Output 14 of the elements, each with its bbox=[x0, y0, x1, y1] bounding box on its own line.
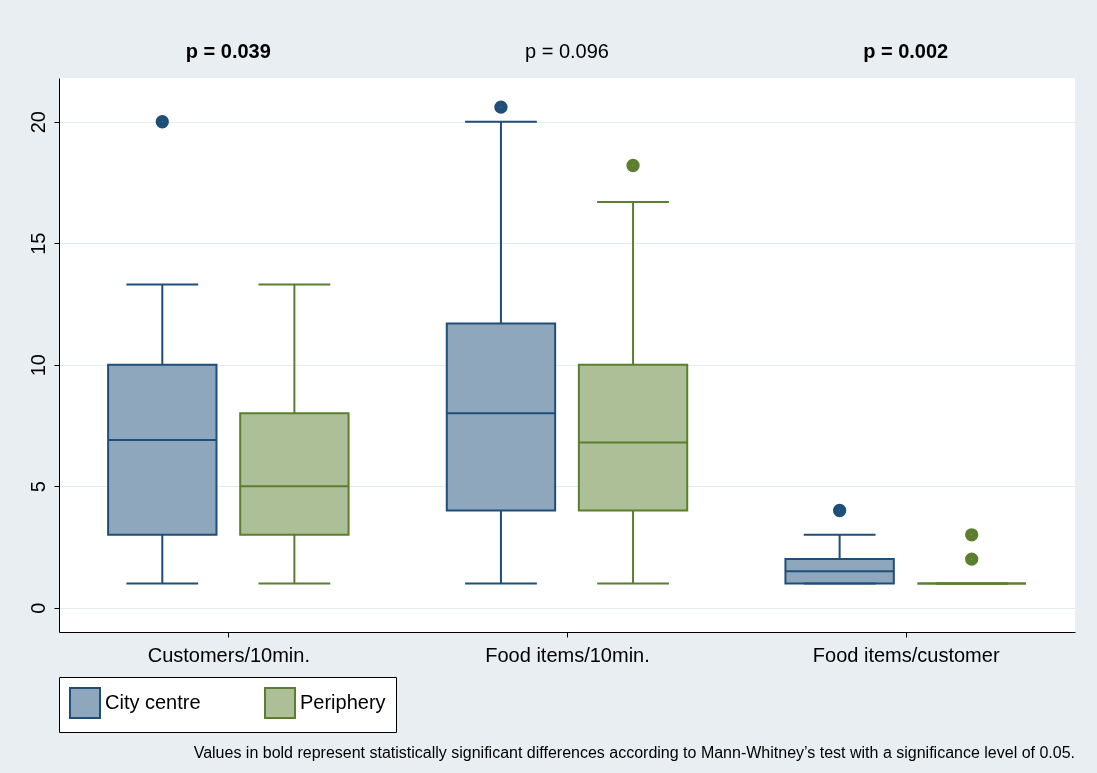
x-tick-label: Customers/10min. bbox=[147, 643, 310, 666]
y-tick-label: 20 bbox=[26, 111, 49, 134]
text: p = 0.096 bbox=[525, 40, 609, 62]
legend-label: City centre bbox=[105, 691, 201, 713]
y-tick-label: 5 bbox=[26, 481, 49, 493]
x-tick-label: Food items/customer bbox=[812, 643, 1000, 666]
y-tick-label: 15 bbox=[26, 232, 49, 255]
x-tick-label: Food items/10min. bbox=[485, 643, 650, 666]
y-tick-label: 0 bbox=[26, 602, 49, 614]
text: p = 0.039 bbox=[185, 40, 271, 62]
text: p = 0.002 bbox=[863, 40, 949, 62]
legend-label: Periphery bbox=[300, 691, 386, 713]
y-tick-label: 10 bbox=[26, 354, 49, 377]
text: Values in bold represent statistically significant differences according to Mann-Whitney’s test with a significance level of 0.05. bbox=[193, 743, 1075, 761]
